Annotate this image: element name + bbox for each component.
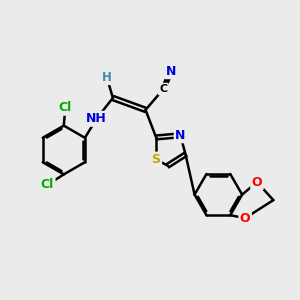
Text: N: N xyxy=(166,65,176,78)
Text: O: O xyxy=(240,212,250,225)
Text: Cl: Cl xyxy=(59,101,72,114)
Text: H: H xyxy=(102,71,112,84)
Text: N: N xyxy=(175,129,186,142)
Text: C: C xyxy=(159,84,167,94)
Text: Cl: Cl xyxy=(41,178,54,191)
Text: O: O xyxy=(252,176,262,189)
Text: NH: NH xyxy=(86,112,107,125)
Text: S: S xyxy=(152,153,160,166)
